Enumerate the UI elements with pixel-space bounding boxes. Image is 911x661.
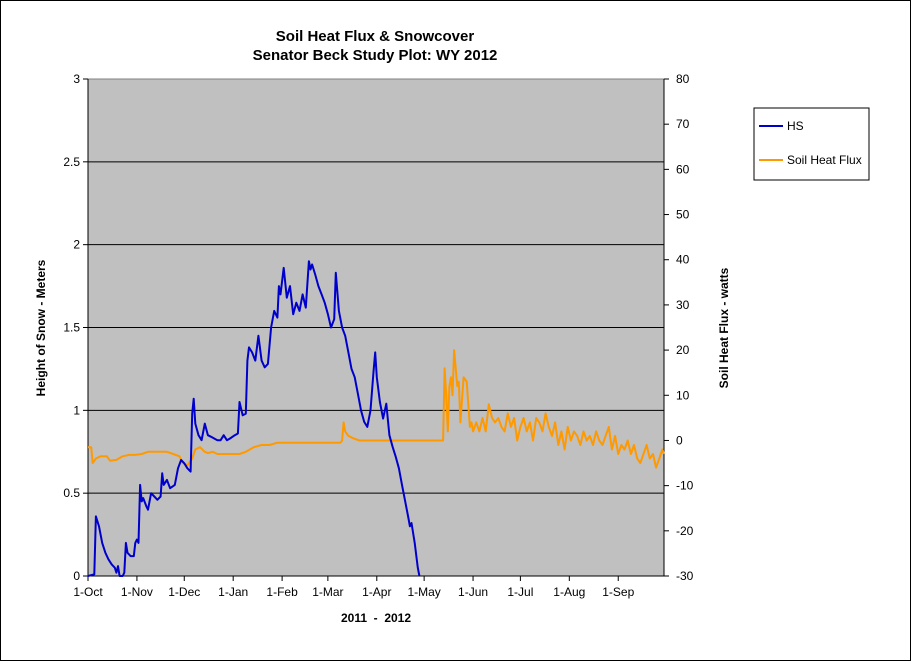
series-line-soil-heat-flux <box>88 349 665 469</box>
y-tick-label-right: 60 <box>676 162 690 176</box>
y-tick-label-right: 50 <box>676 208 690 222</box>
x-tick-label: 1-Jan <box>218 585 248 599</box>
x-tick-label: 1-Feb <box>266 585 298 599</box>
y-tick-label-right: 80 <box>676 72 690 86</box>
y-tick-label-right: 70 <box>676 117 690 131</box>
y-tick-label-right: -30 <box>676 569 694 583</box>
y-tick-label-right: 30 <box>676 298 690 312</box>
y-tick-label-left: 0 <box>73 569 80 583</box>
series-line-hs <box>87 260 421 577</box>
x-axis: 1-Oct 1-Nov 1-Dec 1-Jan 1-Feb 1-Mar 1-Apr 1-May… <box>73 79 665 599</box>
x-tick-label: 1-Oct <box>73 585 103 599</box>
legend-label-hs: HS <box>787 119 804 133</box>
y-tick-label-left: 1 <box>73 403 80 417</box>
y-tick-label-right: -10 <box>676 479 694 493</box>
y-tick-label-right: 40 <box>676 253 690 267</box>
x-tick-label: 1-Dec <box>168 585 200 599</box>
gridlines <box>88 161 664 494</box>
y-tick-label-left: 0.5 <box>63 486 80 500</box>
legend: HS Soil Heat Flux <box>753 107 870 181</box>
x-tick-label: 1-Apr <box>362 585 391 599</box>
chart-subtitle: Senator Beck Study Plot: WY 2012 <box>253 47 498 64</box>
y-tick-label-left: 2.5 <box>63 155 80 169</box>
y-tick-label-right: 0 <box>676 433 683 447</box>
x-tick-label: 1-Aug <box>553 585 585 599</box>
y-axis-label-left: Height of Snow - Meters <box>34 259 48 396</box>
x-tick-label: 1-Sep <box>602 585 634 599</box>
y-axis-label-right: Soil Heat Flux - watts <box>717 267 731 388</box>
legend-box <box>753 107 870 181</box>
x-tick-label: 1-Jul <box>507 585 533 599</box>
x-tick-label: 1-May <box>407 585 440 599</box>
y-tick-label-right: 10 <box>676 388 690 402</box>
left-axis: 0 0.5 1 1.5 2 2.5 3 <box>63 72 88 583</box>
y-tick-label-left: 2 <box>73 238 80 252</box>
x-tick-label: 1-Jun <box>458 585 488 599</box>
right-axis: -30 -20 -10 0 10 20 30 40 50 60 70 80 <box>664 72 694 583</box>
y-tick-label-left: 3 <box>73 72 80 86</box>
chart-title: Soil Heat Flux & Snowcover <box>276 28 475 45</box>
y-tick-label-right: -20 <box>676 524 694 538</box>
y-tick-label-left: 1.5 <box>63 321 80 335</box>
x-tick-label: 1-Nov <box>121 585 153 599</box>
x-tick-label: 1-Mar <box>312 585 343 599</box>
x-axis-label: 2011 - 2012 <box>341 611 411 625</box>
y-tick-label-right: 20 <box>676 343 690 357</box>
legend-label-soil-heat-flux: Soil Heat Flux <box>787 153 862 167</box>
